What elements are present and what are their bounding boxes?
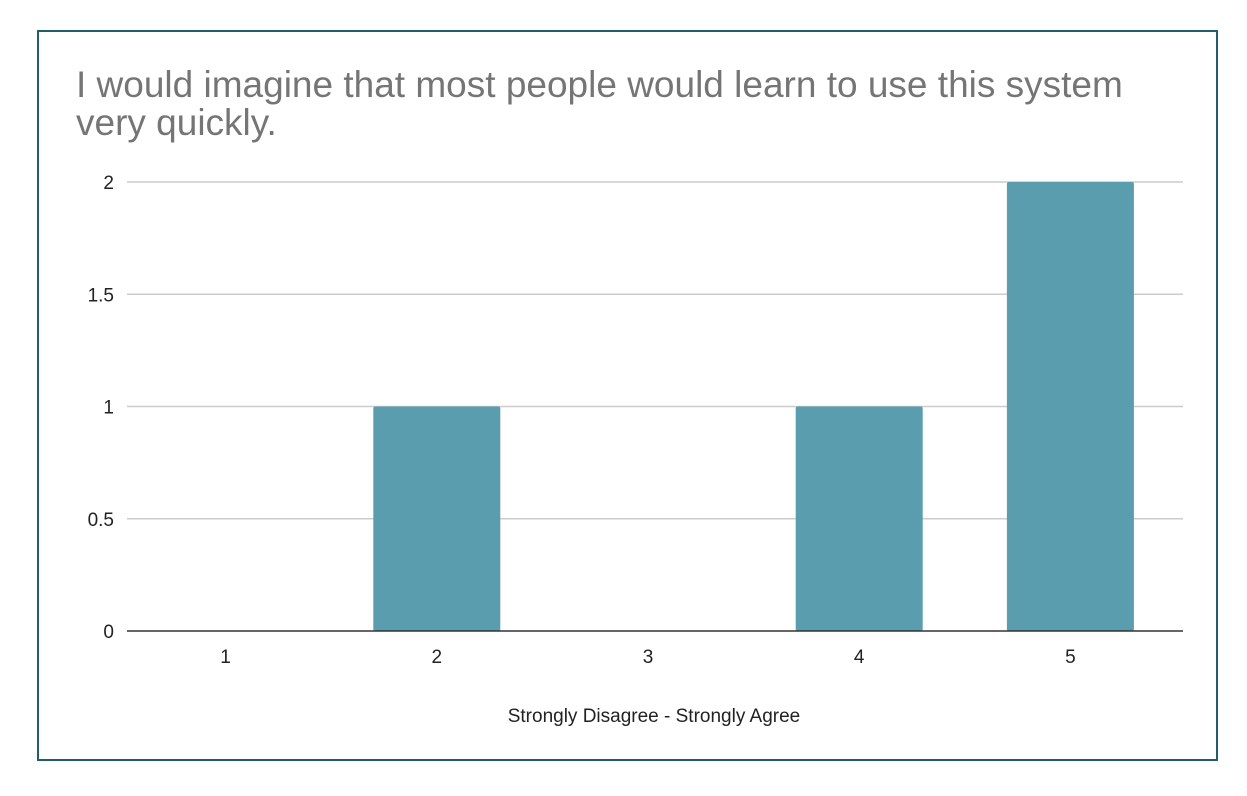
x-tick-label: 4 [854,647,865,668]
y-tick-label: 1 [103,398,114,419]
y-tick-label: 0.5 [88,510,114,531]
chart-title: I would imagine that most people would l… [76,64,1123,143]
y-tick-label: 2 [103,173,114,194]
x-axis-title: Strongly Disagree - Strongly Agree [508,706,801,727]
x-tick-label: 2 [432,647,443,668]
x-tick-label: 1 [220,647,231,668]
bars [373,182,1134,631]
bar-2 [373,406,501,631]
x-axis-ticks: 1 2 3 4 5 [220,647,1075,668]
x-tick-label: 3 [643,647,654,668]
y-tick-label: 0 [103,622,114,643]
bar-5 [1006,182,1134,631]
x-tick-label: 5 [1065,647,1076,668]
bar-4 [795,406,923,631]
y-tick-label: 1.5 [88,285,114,306]
y-axis-ticks: 0 0.5 1 1.5 2 [88,173,114,643]
